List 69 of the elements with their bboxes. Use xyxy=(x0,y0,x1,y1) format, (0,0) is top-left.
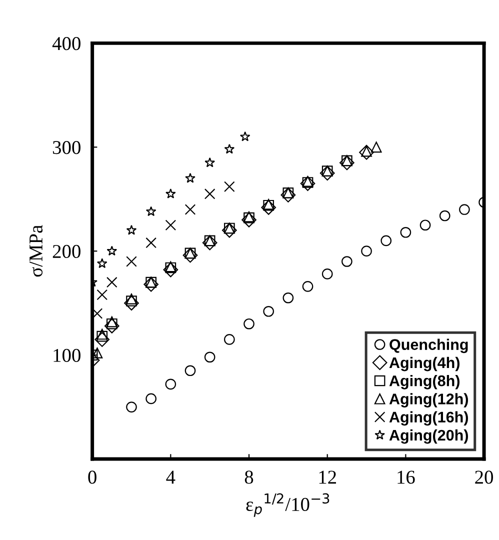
point xyxy=(182,248,198,263)
point xyxy=(165,188,176,198)
point xyxy=(146,393,156,404)
point xyxy=(224,144,235,154)
point xyxy=(163,262,178,278)
point xyxy=(361,246,372,257)
legend-label: Aging(8h) xyxy=(389,375,460,390)
legend-label: Quenching xyxy=(390,338,468,354)
y-tick-label: 400 xyxy=(52,37,80,50)
point xyxy=(124,296,139,311)
legend-label: Aging(16h) xyxy=(389,411,468,426)
x-tick-label: 4 xyxy=(166,470,176,484)
point xyxy=(222,222,237,238)
point xyxy=(224,181,235,192)
x-tick-label: 16 xyxy=(398,470,415,484)
point xyxy=(204,188,216,200)
point xyxy=(146,237,156,248)
point xyxy=(165,378,176,390)
point xyxy=(204,157,216,168)
x-tick-label: 8 xyxy=(244,470,254,484)
point xyxy=(96,289,108,300)
point xyxy=(144,276,158,292)
point xyxy=(282,292,294,304)
point xyxy=(244,318,254,330)
point xyxy=(104,318,120,334)
point xyxy=(359,144,374,160)
x-axis-title: ε$_{p}$$^{1/2}$/10$^{−3}$ xyxy=(246,493,330,517)
point xyxy=(185,172,196,183)
point xyxy=(96,258,108,268)
point xyxy=(94,332,110,347)
y-axis-title: σ/MPa xyxy=(30,225,43,277)
point xyxy=(342,256,352,267)
x-tick-label: 12 xyxy=(319,470,336,484)
legend-label: Aging(20h) xyxy=(389,429,468,444)
point xyxy=(240,131,250,142)
point xyxy=(202,235,218,250)
y-tick-label: 300 xyxy=(52,140,80,154)
point xyxy=(459,204,470,215)
x-tick-label: 20 xyxy=(475,470,494,484)
point xyxy=(280,188,296,202)
point xyxy=(370,142,382,153)
point xyxy=(261,200,276,215)
point xyxy=(126,256,137,267)
legend-label: Aging(4h) xyxy=(389,356,460,372)
point xyxy=(340,155,354,170)
point xyxy=(242,212,256,228)
point xyxy=(420,220,431,231)
point xyxy=(400,226,412,238)
point xyxy=(126,224,137,235)
legend-label: Aging(12h) xyxy=(389,393,468,408)
point xyxy=(300,176,316,191)
point xyxy=(126,402,137,412)
point xyxy=(224,334,235,345)
point xyxy=(320,166,335,181)
point xyxy=(165,220,176,231)
point xyxy=(380,235,392,246)
point xyxy=(204,352,216,363)
point xyxy=(184,204,196,215)
point xyxy=(106,276,118,288)
point xyxy=(302,281,314,292)
point xyxy=(106,246,118,256)
point xyxy=(322,268,333,280)
point xyxy=(439,210,450,222)
point xyxy=(146,206,156,216)
point xyxy=(184,365,196,376)
y-tick-label: 100 xyxy=(54,348,80,362)
point xyxy=(263,306,274,317)
y-tick-label: 200 xyxy=(52,244,80,258)
x-tick-label: 0 xyxy=(88,470,96,484)
